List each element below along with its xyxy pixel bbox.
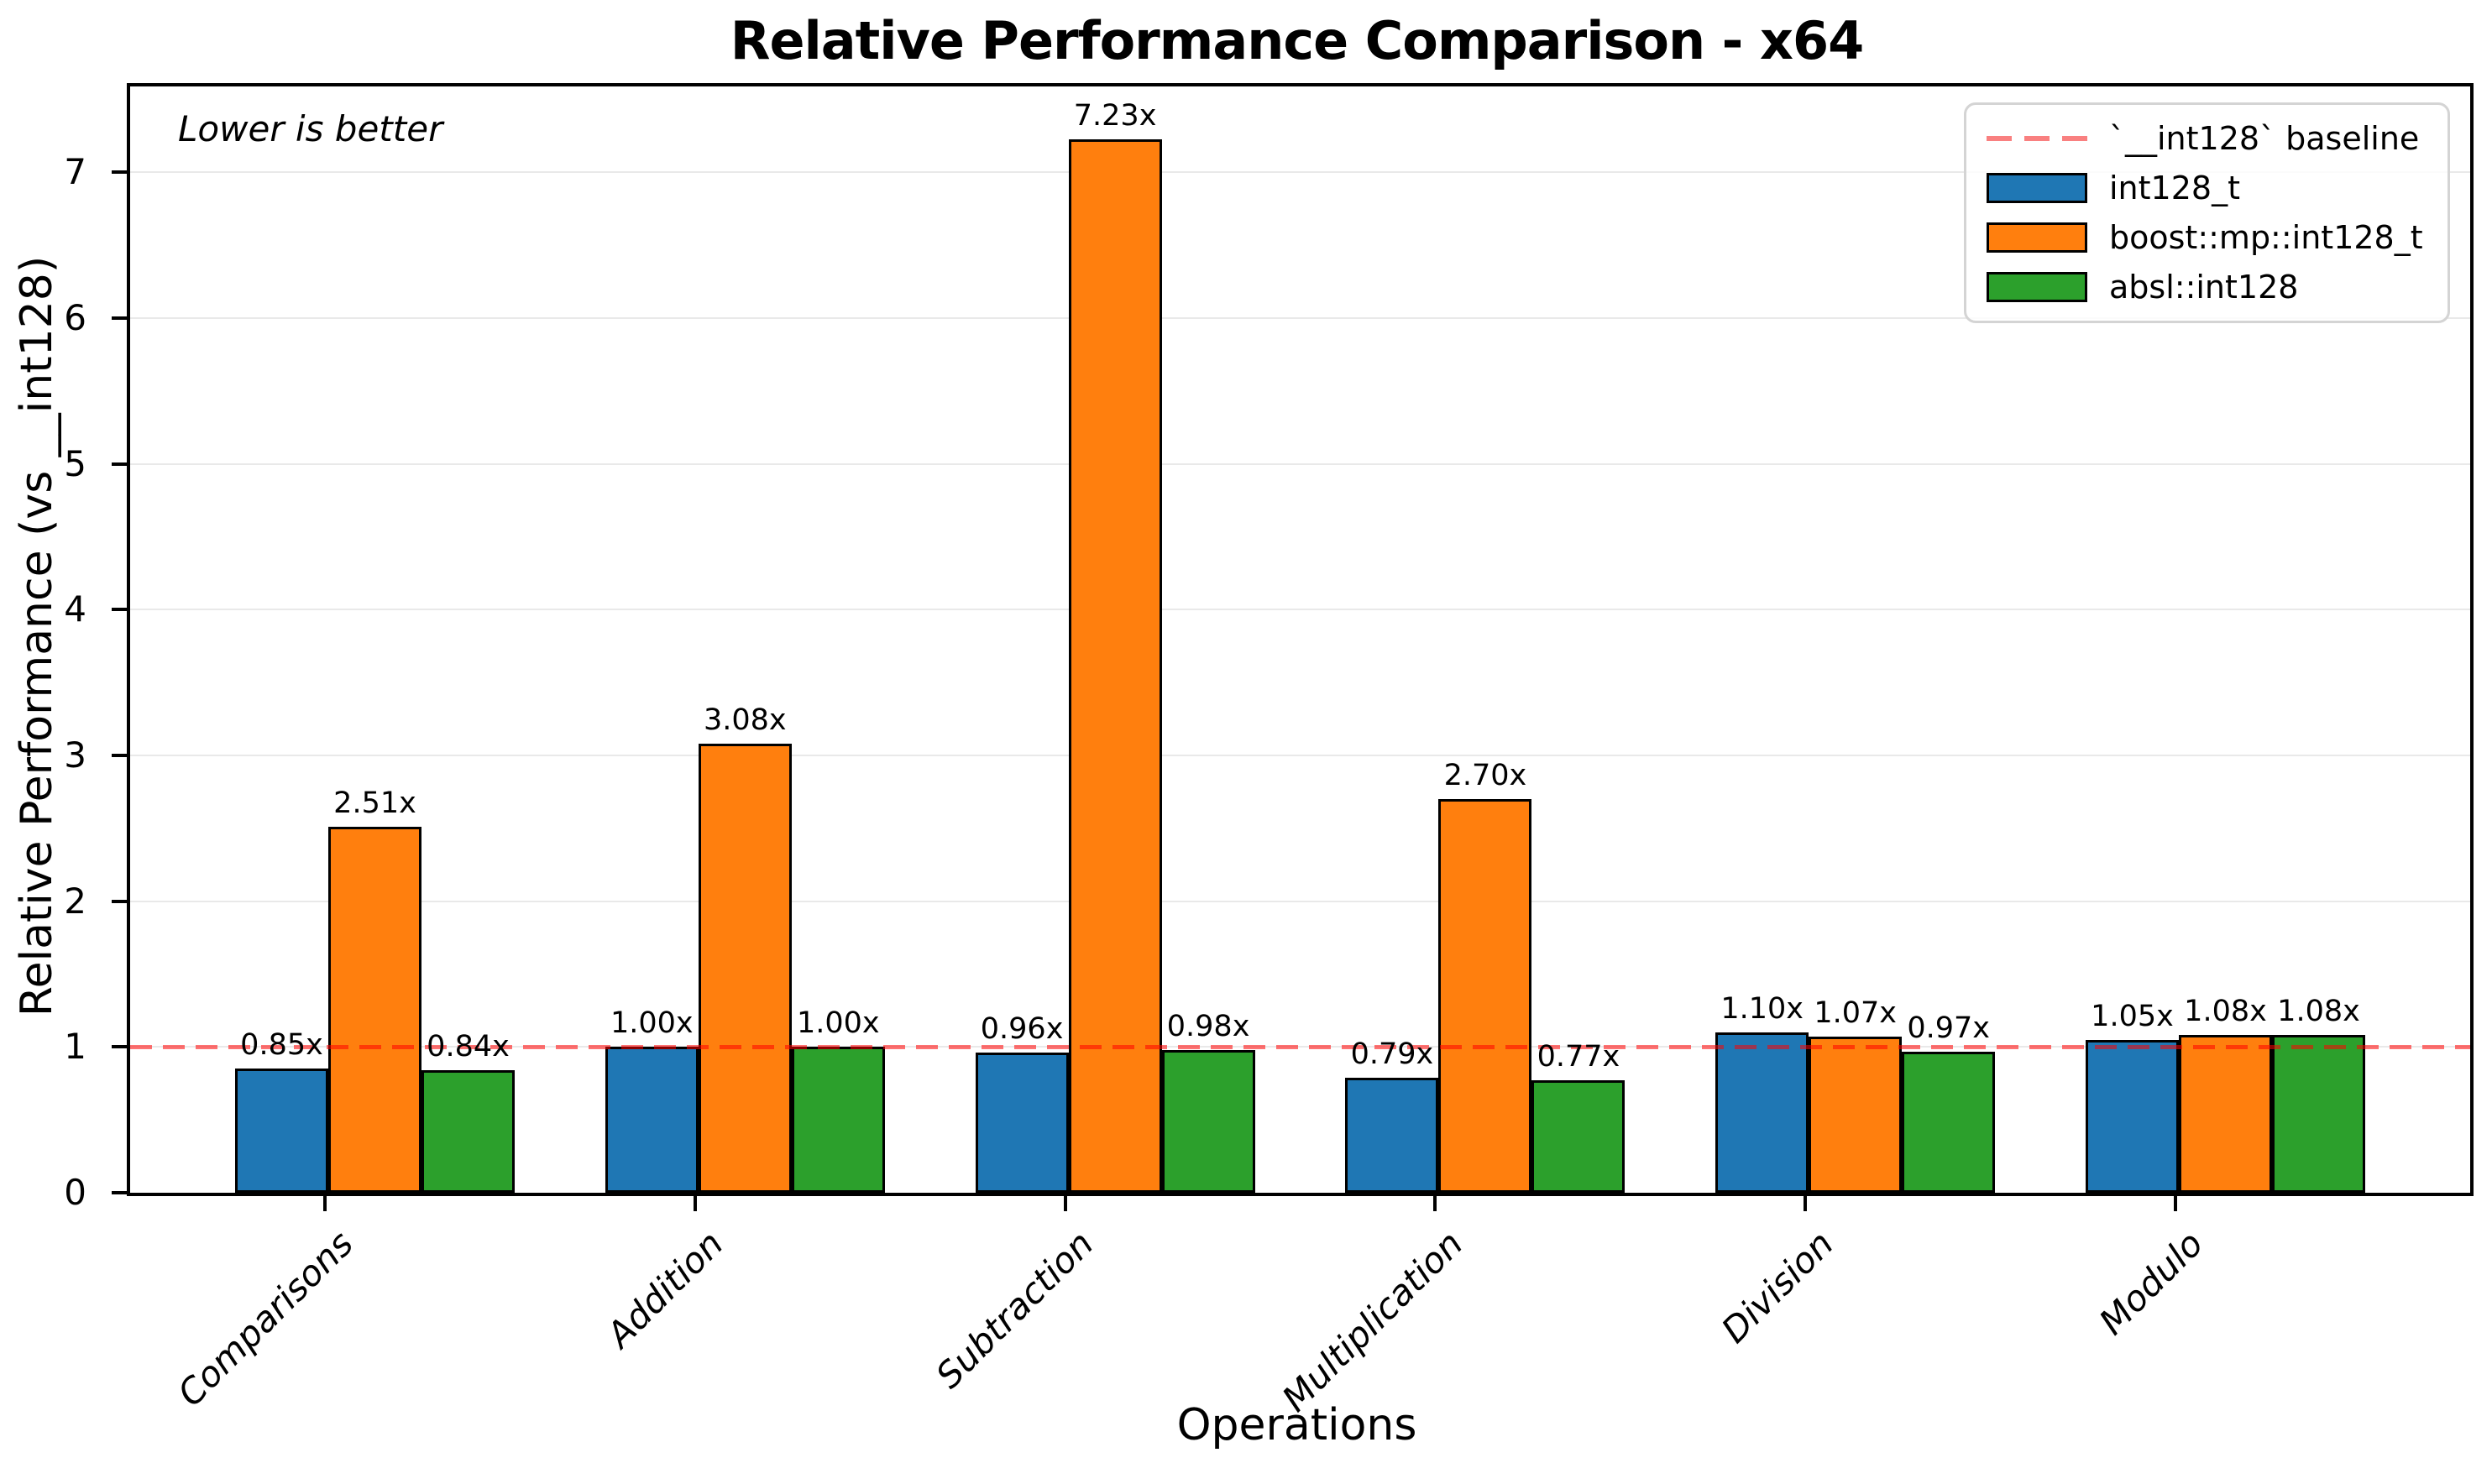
y-axis-tick — [112, 754, 127, 758]
y-tick-label: 7 — [64, 151, 86, 193]
absl-int128-color-swatch — [1987, 272, 2087, 303]
y-tick-label: 5 — [64, 442, 86, 484]
x-axis-tick — [323, 1193, 327, 1211]
gridline — [130, 755, 2470, 757]
x-tick-label: Division — [1713, 1223, 1841, 1351]
x-tick-label: Comparisons — [169, 1223, 361, 1414]
bar-value-label: 0.98x — [1166, 1009, 1250, 1043]
x-axis-tick — [2174, 1193, 2177, 1211]
legend-label: absl::int128 — [2109, 269, 2299, 306]
bar-value-label: 1.05x — [2091, 999, 2174, 1033]
annotation-lower-is-better: Lower is better — [178, 108, 443, 149]
legend-label: `__int128` baseline — [2109, 119, 2420, 157]
bar — [235, 1069, 328, 1193]
bar-value-label: 1.00x — [796, 1006, 880, 1041]
y-tick-label: 3 — [64, 734, 86, 776]
bar-value-label: 2.51x — [333, 786, 416, 821]
legend-item-baseline: `__int128` baseline — [1987, 120, 2427, 157]
bar — [1902, 1051, 1996, 1193]
bar — [1531, 1080, 1626, 1193]
x-tick-label: Modulo — [2092, 1223, 2212, 1343]
gridline — [130, 900, 2470, 902]
x-axis-tick — [1063, 1193, 1067, 1211]
y-axis-tick — [112, 462, 127, 466]
x-axis-tick — [693, 1193, 697, 1211]
bar — [1161, 1049, 1255, 1193]
bar — [1345, 1077, 1439, 1193]
bar-value-label: 0.84x — [427, 1030, 510, 1064]
bar-value-label: 0.96x — [980, 1012, 1064, 1047]
baseline-dash-swatch — [1987, 135, 2087, 141]
y-tick-label: 4 — [64, 588, 86, 630]
x-tick-label: Multiplication — [1275, 1223, 1472, 1420]
gridline — [130, 462, 2470, 465]
baseline-line — [130, 1044, 2470, 1049]
legend-item-absl-int128: absl::int128 — [1987, 269, 2427, 306]
bar — [1068, 138, 1162, 1193]
bar-value-label: 1.08x — [2277, 995, 2360, 1029]
bar-value-label: 0.79x — [1350, 1037, 1434, 1071]
y-axis-tick — [112, 1045, 127, 1049]
bar-value-label: 3.08x — [703, 703, 787, 738]
x-tick-label: Subtraction — [927, 1223, 1102, 1397]
x-axis-tick — [1804, 1193, 1808, 1211]
gridline — [130, 171, 2470, 174]
x-axis-label: Operations — [1176, 1400, 1417, 1450]
bar — [1715, 1032, 1809, 1193]
bar-value-label: 1.10x — [1720, 992, 1804, 1026]
chart-title: Relative Performance Comparison - x64 — [730, 10, 1865, 71]
bar — [698, 744, 792, 1193]
bar-value-label: 1.08x — [2184, 995, 2267, 1029]
bar-value-label: 1.00x — [610, 1006, 694, 1041]
boost-mp-int128-t-color-swatch — [1987, 222, 2087, 253]
bar — [791, 1047, 885, 1193]
legend-label: boost::mp::int128_t — [2109, 219, 2423, 257]
bar — [328, 827, 421, 1193]
bar-value-label: 1.07x — [1814, 996, 1898, 1031]
bar-value-label: 0.97x — [1907, 1011, 1991, 1045]
bar — [2086, 1039, 2179, 1193]
legend-item-boost-mp-int128-t: boost::mp::int128_t — [1987, 219, 2427, 256]
y-axis-tick — [112, 899, 127, 903]
bar — [2272, 1035, 2365, 1193]
y-tick-label: 6 — [64, 297, 86, 339]
legend: `__int128` baseline int128_t boost::mp::… — [1964, 102, 2450, 323]
y-tick-label: 2 — [64, 880, 86, 922]
gridline — [130, 609, 2470, 611]
x-tick-label: Addition — [598, 1223, 731, 1356]
legend-label: int128_t — [2109, 169, 2240, 206]
y-axis-tick — [112, 316, 127, 321]
int128-t-color-swatch — [1987, 172, 2087, 203]
bar — [975, 1053, 1069, 1193]
bar — [605, 1047, 699, 1193]
bar — [421, 1070, 515, 1193]
y-axis-tick — [112, 170, 127, 175]
x-axis-tick — [1433, 1193, 1437, 1211]
bar-value-label: 2.70x — [1443, 759, 1527, 793]
y-tick-label: 0 — [64, 1172, 86, 1213]
bar-value-label: 7.23x — [1073, 98, 1157, 133]
bar — [1438, 799, 1532, 1193]
y-axis-tick — [112, 1191, 127, 1194]
gridline — [130, 317, 2470, 320]
y-axis-tick — [112, 608, 127, 612]
legend-item-int128-t: int128_t — [1987, 170, 2427, 206]
bar — [2179, 1035, 2272, 1193]
y-tick-label: 1 — [64, 1026, 86, 1068]
bar-value-label: 0.85x — [240, 1028, 323, 1063]
bar — [1809, 1037, 1903, 1193]
bar-value-label: 0.77x — [1537, 1040, 1620, 1074]
